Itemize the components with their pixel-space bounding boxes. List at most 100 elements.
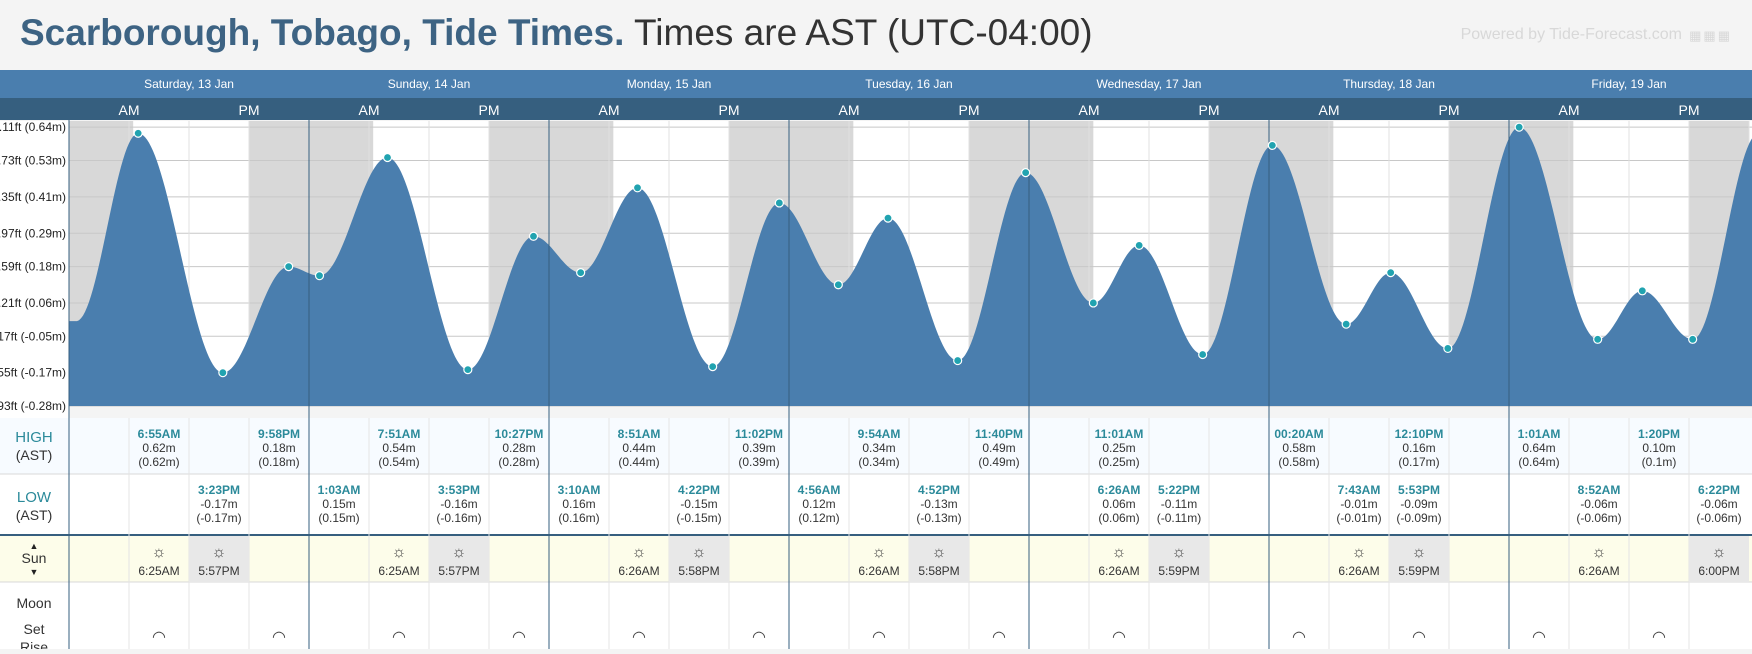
low-tide-height-alt: (-0.06m) <box>1696 511 1741 525</box>
high-tide-height-alt: (0.1m) <box>1642 455 1677 469</box>
high-tide-height: 0.54m <box>382 441 415 455</box>
yaxis-tick-label: 2.11ft (0.64m) <box>0 120 66 134</box>
yaxis-tick-label: 1.35ft (0.41m) <box>0 190 66 204</box>
low-tide-height: -0.15m <box>680 497 717 511</box>
low-tide-height: -0.01m <box>1340 497 1377 511</box>
low-tide-height: 0.06m <box>1102 497 1135 511</box>
sunrise-icon: ☼ <box>152 544 167 561</box>
sunset-time: 5:59PM <box>1398 564 1439 578</box>
low-row-label: LOW <box>17 489 52 506</box>
low-tide-height-alt: (-0.09m) <box>1396 511 1441 525</box>
high-tide-time: 6:55AM <box>138 427 181 441</box>
high-tide-height: 0.64m <box>1522 441 1555 455</box>
low-tide-height: 0.15m <box>322 497 355 511</box>
timezone-note: Times are AST (UTC-04:00) <box>634 12 1093 53</box>
low-tide-height: -0.09m <box>1400 497 1437 511</box>
moon-icon: ◠ <box>872 629 886 646</box>
high-tide-marker <box>1386 268 1396 278</box>
high-tide-time: 12:10PM <box>1395 427 1444 441</box>
sunrise-time: 6:26AM <box>1098 564 1139 578</box>
sunrise-icon: ☼ <box>1352 544 1367 561</box>
high-tide-marker <box>632 183 643 193</box>
yaxis-panel <box>0 121 69 418</box>
pm-label: PM <box>1439 102 1460 118</box>
high-tide-height-alt: (0.25m) <box>1098 455 1139 469</box>
sunset-icon: ☼ <box>1712 544 1727 561</box>
pm-label: PM <box>1199 102 1220 118</box>
powered-by-link[interactable]: Powered by Tide-Forecast.com <box>1460 26 1682 43</box>
low-tide-height: -0.16m <box>440 497 477 511</box>
sunset-cell-bg <box>669 536 729 582</box>
sun-row-label: Sun <box>22 550 47 566</box>
low-tide-time: 3:10AM <box>558 483 601 497</box>
moon-icon: ◠ <box>392 629 406 646</box>
day-label: Monday, 15 Jan <box>627 77 712 91</box>
high-tide-time: 11:01AM <box>1095 427 1144 441</box>
high-tide-height-alt: (0.28m) <box>498 455 539 469</box>
am-label: AM <box>1559 102 1580 118</box>
high-tide-height: 0.58m <box>1282 441 1315 455</box>
yaxis-tick-label: -0.93ft (-0.28m) <box>0 399 66 413</box>
moon-icon: ◠ <box>152 629 166 646</box>
high-tide-time: 1:20PM <box>1638 427 1680 441</box>
high-tide-time: 8:51AM <box>618 427 661 441</box>
high-tide-time: 10:27PM <box>495 427 544 441</box>
sunset-icon: ☼ <box>932 544 947 561</box>
day-label: Wednesday, 17 Jan <box>1097 77 1202 91</box>
page-title: Scarborough, Tobago, Tide Times. Times a… <box>20 12 1093 54</box>
sunset-time: 5:59PM <box>1158 564 1199 578</box>
low-tide-marker <box>1593 334 1603 344</box>
low-tide-time: 6:22PM <box>1698 483 1740 497</box>
day-label: Thursday, 18 Jan <box>1343 77 1435 91</box>
high-tide-height-alt: (0.64m) <box>1518 455 1559 469</box>
low-tide-time: 4:56AM <box>798 483 841 497</box>
tide-chart: 2.29ft (0.70m)2.11ft (0.64m)1.73ft (0.53… <box>0 70 1752 654</box>
sunset-icon: ☼ <box>1172 544 1187 561</box>
pm-label: PM <box>1679 102 1700 118</box>
high-tide-marker <box>1134 240 1144 250</box>
sunset-cell-bg <box>1689 536 1749 582</box>
high-tide-marker <box>528 231 539 241</box>
yaxis-tick-label: -0.55ft (-0.17m) <box>0 366 66 380</box>
ampm-bar <box>0 98 1752 120</box>
high-tide-time: 7:51AM <box>378 427 421 441</box>
high-tide-height-alt: (0.39m) <box>738 455 779 469</box>
high-tide-marker <box>883 213 893 223</box>
pm-label: PM <box>719 102 740 118</box>
high-tide-height-alt: (0.18m) <box>258 455 299 469</box>
page-header: Scarborough, Tobago, Tide Times. Times a… <box>0 0 1752 70</box>
sunrise-icon: ☼ <box>872 544 887 561</box>
low-tide-marker <box>1443 343 1453 354</box>
moon-row-bg <box>0 582 1752 654</box>
day-header-bar <box>0 70 1752 98</box>
sunrise-time: 6:25AM <box>138 564 179 578</box>
high-tide-marker <box>382 152 393 163</box>
low-tide-marker <box>218 368 228 378</box>
low-tide-marker <box>953 355 963 366</box>
day-label: Saturday, 13 Jan <box>144 77 234 91</box>
low-tide-height: 0.12m <box>802 497 835 511</box>
yaxis-tick-label: 0.97ft (0.29m) <box>0 226 66 240</box>
yaxis-tick-label: 0.21ft (0.06m) <box>0 296 66 310</box>
low-tide-height: -0.06m <box>1700 497 1737 511</box>
sunrise-time: 6:26AM <box>858 564 899 578</box>
low-tide-marker <box>1088 298 1098 308</box>
low-tide-marker <box>463 365 473 375</box>
high-tide-height: 0.62m <box>142 441 175 455</box>
low-tide-marker <box>1341 319 1351 329</box>
high-tide-height-alt: (0.58m) <box>1278 455 1319 469</box>
sunset-time: 5:58PM <box>678 564 719 578</box>
low-tide-height-alt: (-0.15m) <box>676 511 721 525</box>
tide-area <box>69 127 1752 406</box>
sunset-time: 5:57PM <box>198 564 239 578</box>
location-title: Scarborough, Tobago, Tide Times. <box>20 12 625 53</box>
low-tide-time: 7:43AM <box>1338 483 1381 497</box>
high-tide-time: 9:58PM <box>258 427 300 441</box>
high-tide-height-alt: (0.62m) <box>138 455 179 469</box>
high-tide-height: 0.28m <box>502 441 535 455</box>
moon-set-label: Set <box>23 621 44 637</box>
pm-label: PM <box>479 102 500 118</box>
low-tide-marker <box>708 362 718 372</box>
am-label: AM <box>1079 102 1100 118</box>
high-tide-marker <box>1514 122 1524 132</box>
